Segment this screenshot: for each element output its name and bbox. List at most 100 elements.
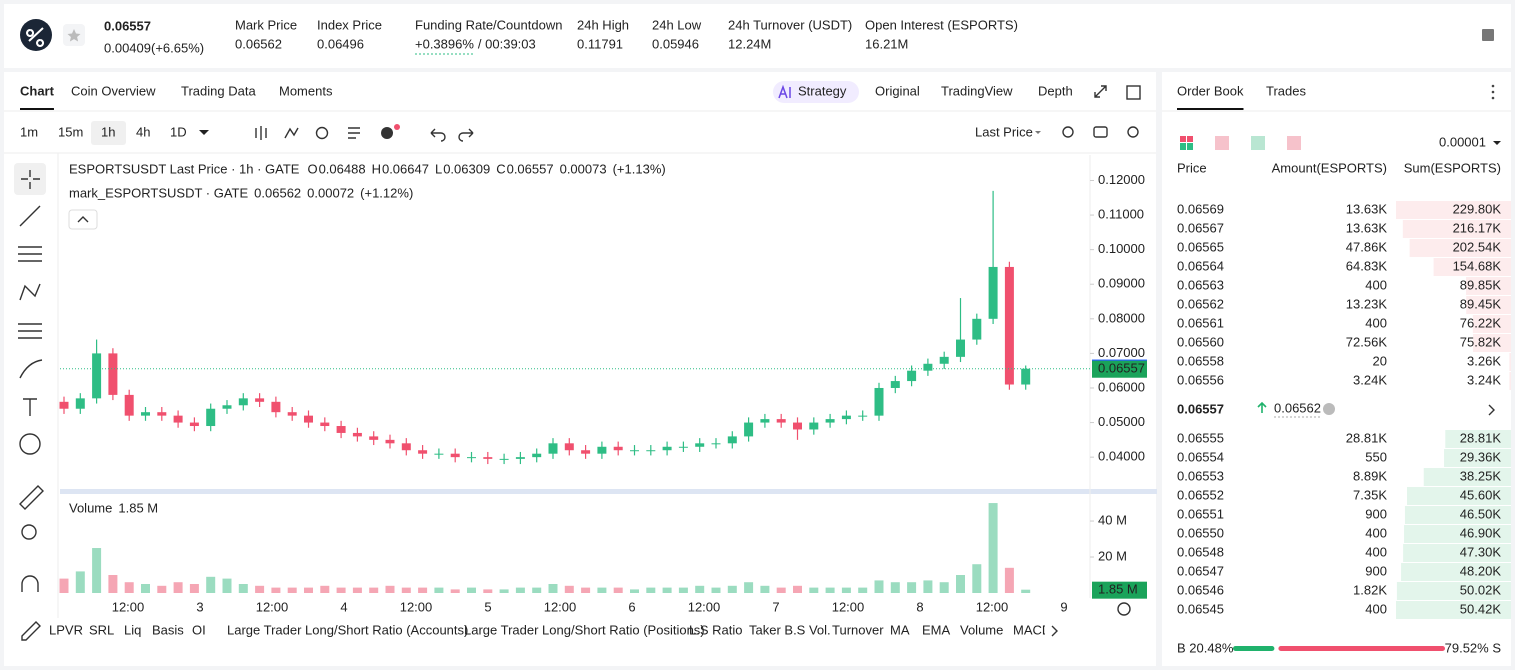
indicator[interactable]: Taker B.S Vol. xyxy=(749,622,831,637)
pencil-tool[interactable] xyxy=(21,621,41,641)
ruler-tool[interactable] xyxy=(19,485,44,510)
expand-book[interactable] xyxy=(1488,404,1495,416)
indicator-icon[interactable] xyxy=(284,127,299,139)
indicator[interactable]: SRL xyxy=(89,622,114,637)
stat-value: +0.3896% xyxy=(415,36,474,51)
candle-body xyxy=(646,450,656,452)
window-icon[interactable] xyxy=(1126,85,1141,100)
book-mode-bids[interactable] xyxy=(1251,136,1265,150)
candle-body xyxy=(434,453,444,455)
camera-icon[interactable] xyxy=(1093,126,1108,138)
interval[interactable]: 4h xyxy=(136,124,150,139)
indicator[interactable]: Liq xyxy=(124,622,141,637)
axis-settings[interactable] xyxy=(1117,602,1131,616)
book-sum: 28.81K xyxy=(1460,430,1502,445)
candle-body xyxy=(287,412,297,416)
indicator[interactable]: MACD xyxy=(1013,622,1051,637)
book-header: Amount(ESPORTS) xyxy=(1272,160,1387,175)
replay-icon[interactable] xyxy=(315,126,329,140)
interval[interactable]: 15m xyxy=(58,124,83,139)
price-type[interactable]: Last Price xyxy=(975,124,1033,139)
indicator[interactable]: LPVR xyxy=(49,622,83,637)
book-mode-asks[interactable] xyxy=(1215,136,1229,150)
book-price: 0.06561 xyxy=(1177,315,1224,330)
indicator[interactable]: MA xyxy=(890,622,910,637)
expand-icon[interactable] xyxy=(1094,85,1107,98)
book-mode-alt[interactable] xyxy=(1287,136,1301,150)
indicator[interactable]: Basis xyxy=(152,622,184,637)
book-mode-both[interactable] xyxy=(1180,136,1193,142)
tab[interactable]: Coin Overview xyxy=(71,83,156,98)
interval[interactable]: 1D xyxy=(170,124,187,139)
depth-bar xyxy=(1406,487,1511,505)
book-price: 0.06555 xyxy=(1177,430,1224,445)
volume-bar xyxy=(238,584,248,593)
channel-tool[interactable] xyxy=(18,246,42,262)
fib-tool[interactable] xyxy=(18,323,42,339)
indicator[interactable]: Volume xyxy=(960,622,1003,637)
dropdown-caret[interactable] xyxy=(199,130,209,135)
indicator[interactable]: L.S Ratio xyxy=(689,622,742,637)
dropdown-caret[interactable] xyxy=(1493,141,1501,145)
scroll-right[interactable] xyxy=(1051,625,1058,637)
search-icon[interactable] xyxy=(1062,126,1074,138)
volume-bar xyxy=(662,587,672,593)
candle-body xyxy=(499,458,509,460)
book-amount: 400 xyxy=(1365,315,1387,330)
crosshair-tool[interactable] xyxy=(21,170,40,189)
line-tool[interactable] xyxy=(19,205,41,227)
book-sum: 216.17K xyxy=(1453,220,1502,235)
precision[interactable]: 0.00001 xyxy=(1439,134,1486,149)
strategy-pill[interactable] xyxy=(773,81,859,103)
stat-label: 24h Low xyxy=(652,17,702,32)
template-icon[interactable] xyxy=(348,127,360,139)
book-price: 0.06548 xyxy=(1177,544,1224,559)
indicator[interactable]: EMA xyxy=(922,622,951,637)
pane-divider xyxy=(60,489,1157,494)
book-sum: 38.25K xyxy=(1460,468,1502,483)
emoji-tool[interactable] xyxy=(19,433,41,455)
interval[interactable]: 1m xyxy=(20,124,38,139)
book-icon[interactable] xyxy=(1482,29,1494,41)
magnet-tool[interactable] xyxy=(21,575,39,592)
zoom-tool[interactable] xyxy=(21,524,37,540)
brush-tool[interactable] xyxy=(19,359,43,379)
ohlc-key: L xyxy=(435,161,442,176)
ohlc-key: O xyxy=(307,161,317,176)
collapse-button[interactable] xyxy=(68,209,98,230)
add-icon[interactable] xyxy=(381,127,393,139)
indicator[interactable]: Large Trader Long/Short Ratio (Accounts) xyxy=(227,622,468,637)
book-amount: 900 xyxy=(1365,506,1387,521)
price-tick-label: 0.08000 xyxy=(1098,310,1145,325)
indicator[interactable]: Large Trader Long/Short Ratio (Positions… xyxy=(464,622,705,637)
text-tool[interactable] xyxy=(23,398,37,416)
candle-body xyxy=(320,422,330,427)
book-price: 0.06556 xyxy=(1177,372,1224,387)
pattern-tool[interactable] xyxy=(19,283,41,301)
drawing-tools xyxy=(14,163,46,641)
indicator[interactable]: OI xyxy=(192,622,206,637)
settings-icon[interactable] xyxy=(1127,126,1139,138)
stat-extra: / 00:39:03 xyxy=(478,36,536,51)
view-tab[interactable]: Original xyxy=(875,83,920,98)
book-tab[interactable]: Trades xyxy=(1266,83,1306,98)
volume-bar xyxy=(776,587,786,593)
view-tab[interactable]: TradingView xyxy=(941,83,1013,98)
candle-body xyxy=(744,422,754,437)
info-icon[interactable] xyxy=(1323,403,1335,415)
redo-icon[interactable] xyxy=(458,128,474,142)
tab[interactable]: Moments xyxy=(279,83,333,98)
book-tab[interactable]: Order Book xyxy=(1177,83,1244,98)
candles-icon[interactable] xyxy=(255,126,267,140)
volume-bar xyxy=(809,587,819,593)
candle-body xyxy=(59,401,69,409)
interval[interactable]: 1h xyxy=(101,124,115,139)
indicator[interactable]: Turnover xyxy=(832,622,884,637)
undo-icon[interactable] xyxy=(430,128,446,142)
tab[interactable]: Trading Data xyxy=(181,83,256,98)
view-tab[interactable]: Strategy xyxy=(798,83,847,98)
view-tab[interactable]: Depth xyxy=(1038,83,1073,98)
dropdown-caret[interactable] xyxy=(1035,131,1041,134)
candle-body xyxy=(825,419,835,423)
tab[interactable]: Chart xyxy=(20,83,55,98)
